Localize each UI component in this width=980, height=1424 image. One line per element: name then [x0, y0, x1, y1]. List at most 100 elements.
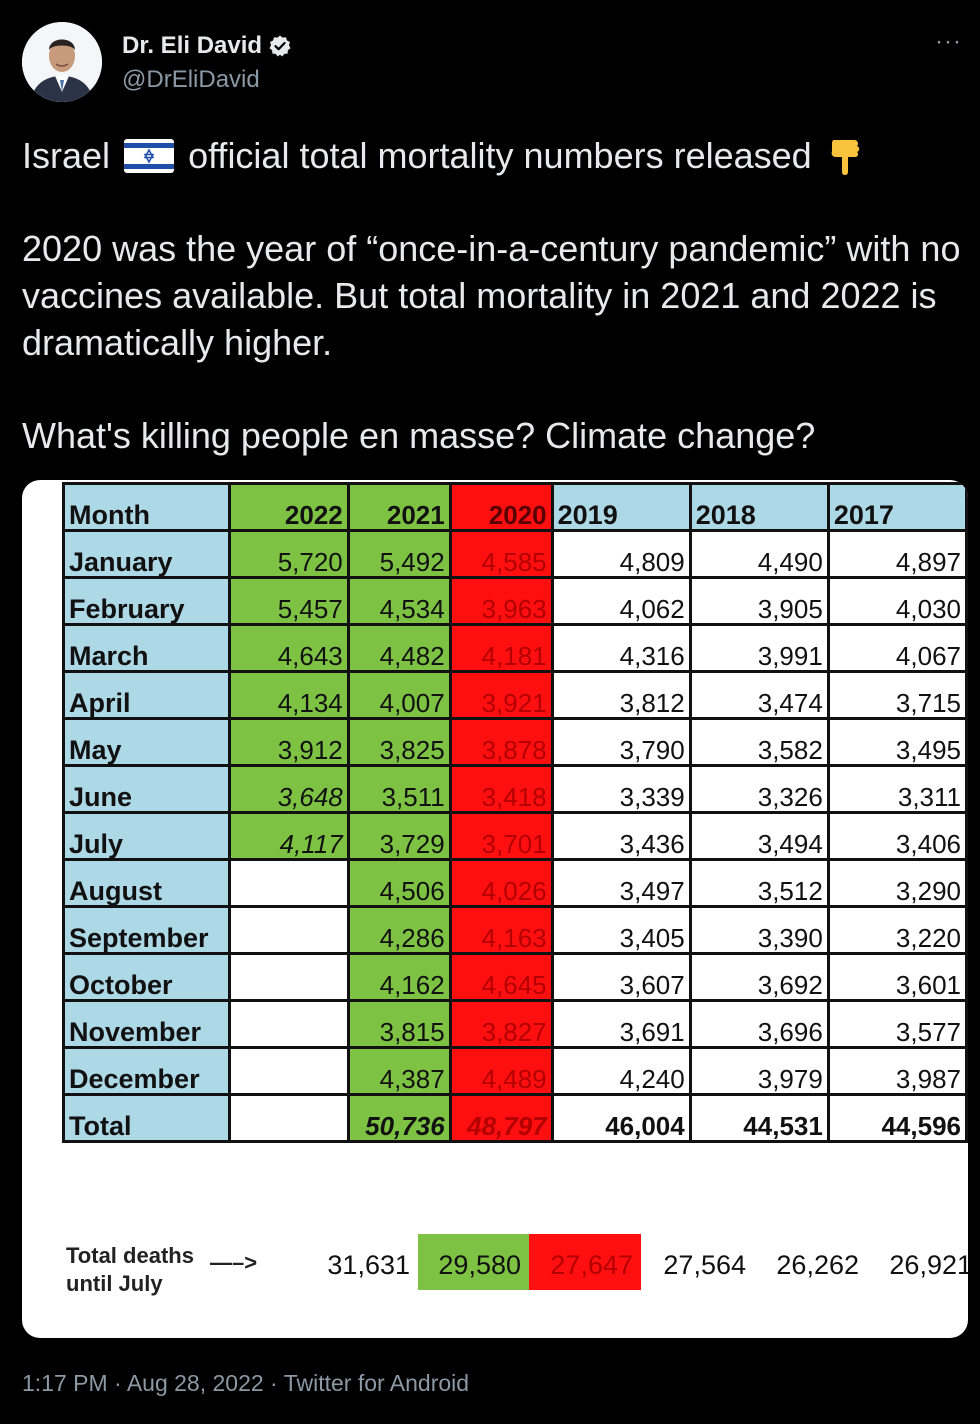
- header-2021: 2021: [346, 482, 452, 532]
- value-cell-2018: 3,692: [688, 952, 830, 1002]
- tweet-header: Dr. Eli David @DrEliDavid ···: [22, 22, 962, 106]
- value-cell-2020: 4,026: [448, 858, 554, 908]
- mortality-table: Month 2022 2021 2020 2019 2018 2017 January 5,72…: [61, 482, 968, 1143]
- until-july-2021: 29,580: [418, 1234, 529, 1290]
- value-cell-2020: 4,585: [448, 529, 554, 579]
- value-cell-2020: 3,418: [448, 764, 554, 814]
- value-cell-2018: 3,696: [688, 999, 830, 1049]
- value-cell-2022: 4,134: [228, 670, 350, 720]
- value-cell-2021: 4,162: [346, 952, 452, 1002]
- value-cell-2018: 3,390: [688, 905, 830, 955]
- tweet-line-1: Israel official total mortality numbers …: [22, 132, 962, 179]
- value-cell-2020: 4,489: [448, 1046, 554, 1096]
- value-cell-2019: 3,339: [550, 764, 692, 814]
- verified-badge-icon: [269, 35, 291, 57]
- value-cell-2022: 3,648: [228, 764, 350, 814]
- header-2017: 2017: [826, 482, 968, 532]
- value-cell-2017: 3,601: [826, 952, 968, 1002]
- value-cell-2021: 4,506: [346, 858, 452, 908]
- value-cell-2021: 3,825: [346, 717, 452, 767]
- display-name[interactable]: Dr. Eli David: [122, 32, 263, 59]
- value-cell-2022: [228, 858, 350, 908]
- month-cell: May: [61, 717, 232, 767]
- table-row: February 5,457 4,534 3,963 4,062 3,905 4,030: [61, 576, 968, 626]
- tweet-meta: 1:17 PM · Aug 28, 2022 · Twitter for And…: [22, 1370, 469, 1397]
- value-cell-2018: 3,494: [688, 811, 830, 861]
- handle[interactable]: @DrEliDavid: [122, 66, 260, 93]
- until-july-2018: 26,262: [776, 1250, 859, 1280]
- value-cell-2019: 3,607: [550, 952, 692, 1002]
- until-july-2019: 27,564: [663, 1250, 746, 1280]
- table-row: October 4,162 4,645 3,607 3,692 3,601: [61, 952, 968, 1002]
- value-cell-2022: 3,912: [228, 717, 350, 767]
- value-cell-2020: 4,181: [448, 623, 554, 673]
- header-2022: 2022: [228, 482, 350, 532]
- value-cell-2020: 48,797: [448, 1093, 554, 1143]
- value-cell-2021: 4,534: [346, 576, 452, 626]
- header-2018: 2018: [688, 482, 830, 532]
- until-july-2020: 27,647: [529, 1234, 641, 1290]
- month-cell: April: [61, 670, 232, 720]
- tweet-text: Israel official total mortality numbers …: [22, 132, 962, 459]
- value-cell-2019: 4,316: [550, 623, 692, 673]
- value-cell-2021: 5,492: [346, 529, 452, 579]
- more-options-icon[interactable]: ···: [935, 28, 962, 55]
- value-cell-2021: 4,007: [346, 670, 452, 720]
- value-cell-2019: 3,812: [550, 670, 692, 720]
- israel-flag-icon: [124, 139, 175, 173]
- table-row: April 4,134 4,007 3,921 3,812 3,474 3,715: [61, 670, 968, 720]
- until-july-label-line-1: Total deaths: [66, 1243, 194, 1268]
- avatar[interactable]: [22, 22, 102, 102]
- total-until-july-row: Total deaths until July —–> 31,631 29,580…: [22, 1234, 968, 1296]
- tweet-source[interactable]: Twitter for Android: [283, 1370, 470, 1396]
- value-cell-2017: 4,897: [826, 529, 968, 579]
- value-cell-2020: 3,963: [448, 576, 554, 626]
- month-cell: January: [61, 529, 232, 579]
- value-cell-2021: 4,286: [346, 905, 452, 955]
- tweet-image[interactable]: Month 2022 2021 2020 2019 2018 2017 January 5,72…: [22, 480, 968, 1338]
- value-cell-2021: 3,815: [346, 999, 452, 1049]
- table-row: July 4,117 3,729 3,701 3,436 3,494 3,406: [61, 811, 968, 861]
- month-cell: June: [61, 764, 232, 814]
- tweet-time[interactable]: 1:17 PM: [22, 1370, 108, 1396]
- table-header-row: Month 2022 2021 2020 2019 2018 2017: [61, 482, 968, 532]
- value-cell-2022: [228, 1046, 350, 1096]
- header-month: Month: [61, 482, 232, 532]
- meta-separator: ·: [263, 1370, 284, 1396]
- value-cell-2018: 3,979: [688, 1046, 830, 1096]
- value-cell-2017: 3,715: [826, 670, 968, 720]
- value-cell-2022: [228, 999, 350, 1049]
- table-row: March 4,643 4,482 4,181 4,316 3,991 4,067: [61, 623, 968, 673]
- value-cell-2019: 3,436: [550, 811, 692, 861]
- value-cell-2017: 3,220: [826, 905, 968, 955]
- value-cell-2017: 3,987: [826, 1046, 968, 1096]
- header-2019: 2019: [550, 482, 692, 532]
- value-cell-2020: 4,645: [448, 952, 554, 1002]
- value-cell-2018: 3,474: [688, 670, 830, 720]
- tweet-paragraph-2: 2020 was the year of “once-in-a-century …: [22, 228, 961, 363]
- value-cell-2022: 4,643: [228, 623, 350, 673]
- month-cell: September: [61, 905, 232, 955]
- month-cell: August: [61, 858, 232, 908]
- value-cell-2022: [228, 905, 350, 955]
- month-cell: Total: [61, 1093, 232, 1143]
- total-row: Total 50,736 48,797 46,004 44,531 44,596: [61, 1093, 968, 1143]
- tweet-text-israel: Israel: [22, 135, 111, 176]
- meta-separator: ·: [107, 1370, 127, 1396]
- value-cell-2017: 3,577: [826, 999, 968, 1049]
- month-cell: November: [61, 999, 232, 1049]
- table-row: June 3,648 3,511 3,418 3,339 3,326 3,311: [61, 764, 968, 814]
- month-cell: December: [61, 1046, 232, 1096]
- value-cell-2020: 3,701: [448, 811, 554, 861]
- arrow-label: —–>: [210, 1250, 258, 1275]
- value-cell-2022: 4,117: [228, 811, 350, 861]
- tweet-text-headline: official total mortality numbers release…: [188, 135, 812, 176]
- value-cell-2019: 46,004: [550, 1093, 692, 1143]
- table-row: May 3,912 3,825 3,878 3,790 3,582 3,495: [61, 717, 968, 767]
- value-cell-2017: 3,290: [826, 858, 968, 908]
- table-row: November 3,815 3,827 3,691 3,696 3,577: [61, 999, 968, 1049]
- tweet-date[interactable]: Aug 28, 2022: [126, 1370, 264, 1396]
- value-cell-2017: 4,030: [826, 576, 968, 626]
- value-cell-2020: 3,921: [448, 670, 554, 720]
- month-cell: March: [61, 623, 232, 673]
